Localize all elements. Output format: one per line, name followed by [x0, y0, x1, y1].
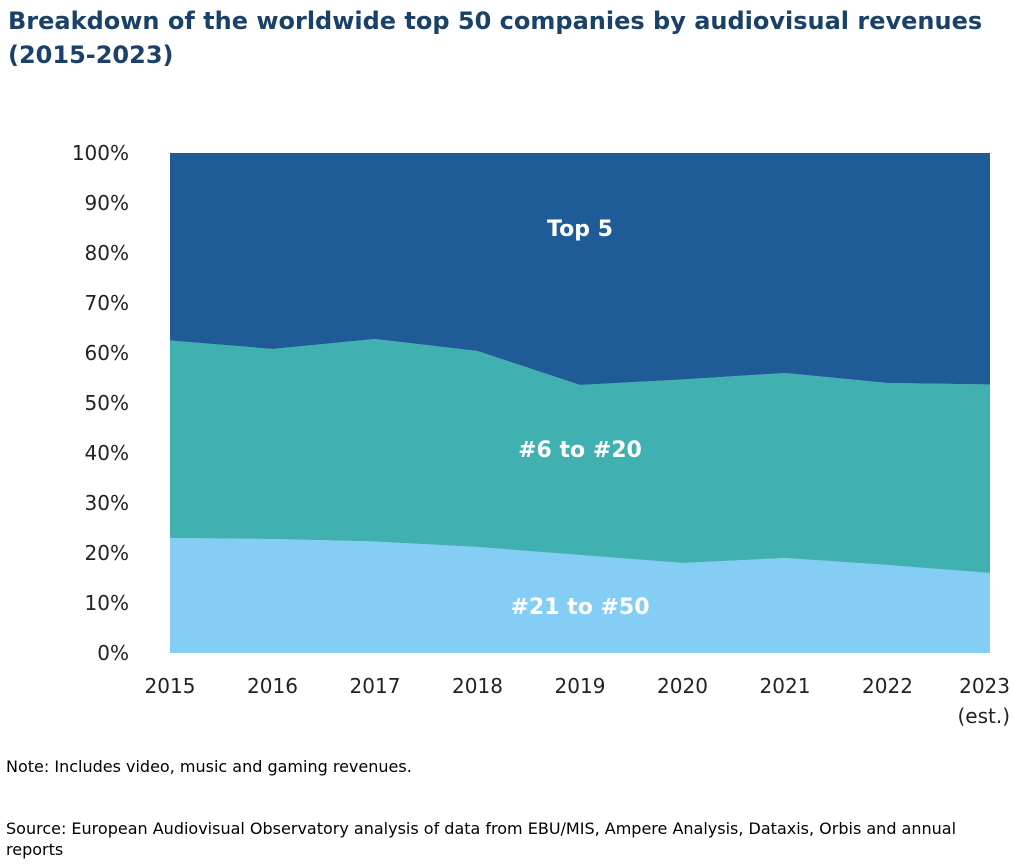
chart-source: Source: European Audiovisual Observatory…	[6, 819, 957, 859]
x-tick-label: 2022	[862, 674, 913, 698]
area-rank-21-to-50	[170, 538, 990, 653]
y-tick-label: 60%	[85, 341, 129, 365]
x-tick-label: 2016	[247, 674, 298, 698]
x-tick-label: 2018	[452, 674, 503, 698]
x-tick-label: 2017	[350, 674, 401, 698]
x-tick-label: 2023	[959, 674, 1010, 698]
area-top-5	[170, 153, 990, 385]
stacked-area-chart: 0% 10% 20% 30% 40% 50% 60% 70% 80% 90% 100% 2015 201…	[72, 141, 1010, 728]
x-tick-label: 2021	[760, 674, 811, 698]
x-tick-label: 2019	[555, 674, 606, 698]
y-tick-label: 80%	[85, 241, 129, 265]
x-tick-label: 2015	[145, 674, 196, 698]
area-rank-6-to-20	[170, 339, 990, 573]
y-tick-label: 70%	[85, 291, 129, 315]
y-tick-label: 40%	[85, 441, 129, 465]
x-tick-label: 2020	[657, 674, 708, 698]
chart-title: Breakdown of the worldwide top 50 compan…	[8, 7, 983, 69]
y-tick-label: 10%	[85, 591, 129, 615]
label-rank-6-to-20: #6 to #20	[518, 438, 642, 463]
y-tick-label: 100%	[72, 141, 129, 165]
y-tick-label: 50%	[85, 391, 129, 415]
x-tick-sublabel: (est.)	[957, 704, 1010, 728]
y-tick-label: 20%	[85, 541, 129, 565]
label-rank-21-to-50: #21 to #50	[510, 595, 649, 620]
label-top-5: Top 5	[547, 217, 613, 242]
chart-note: Note: Includes video, music and gaming r…	[6, 757, 412, 776]
y-tick-label: 90%	[85, 191, 129, 215]
y-tick-label: 30%	[85, 491, 129, 515]
y-tick-label: 0%	[97, 641, 129, 665]
